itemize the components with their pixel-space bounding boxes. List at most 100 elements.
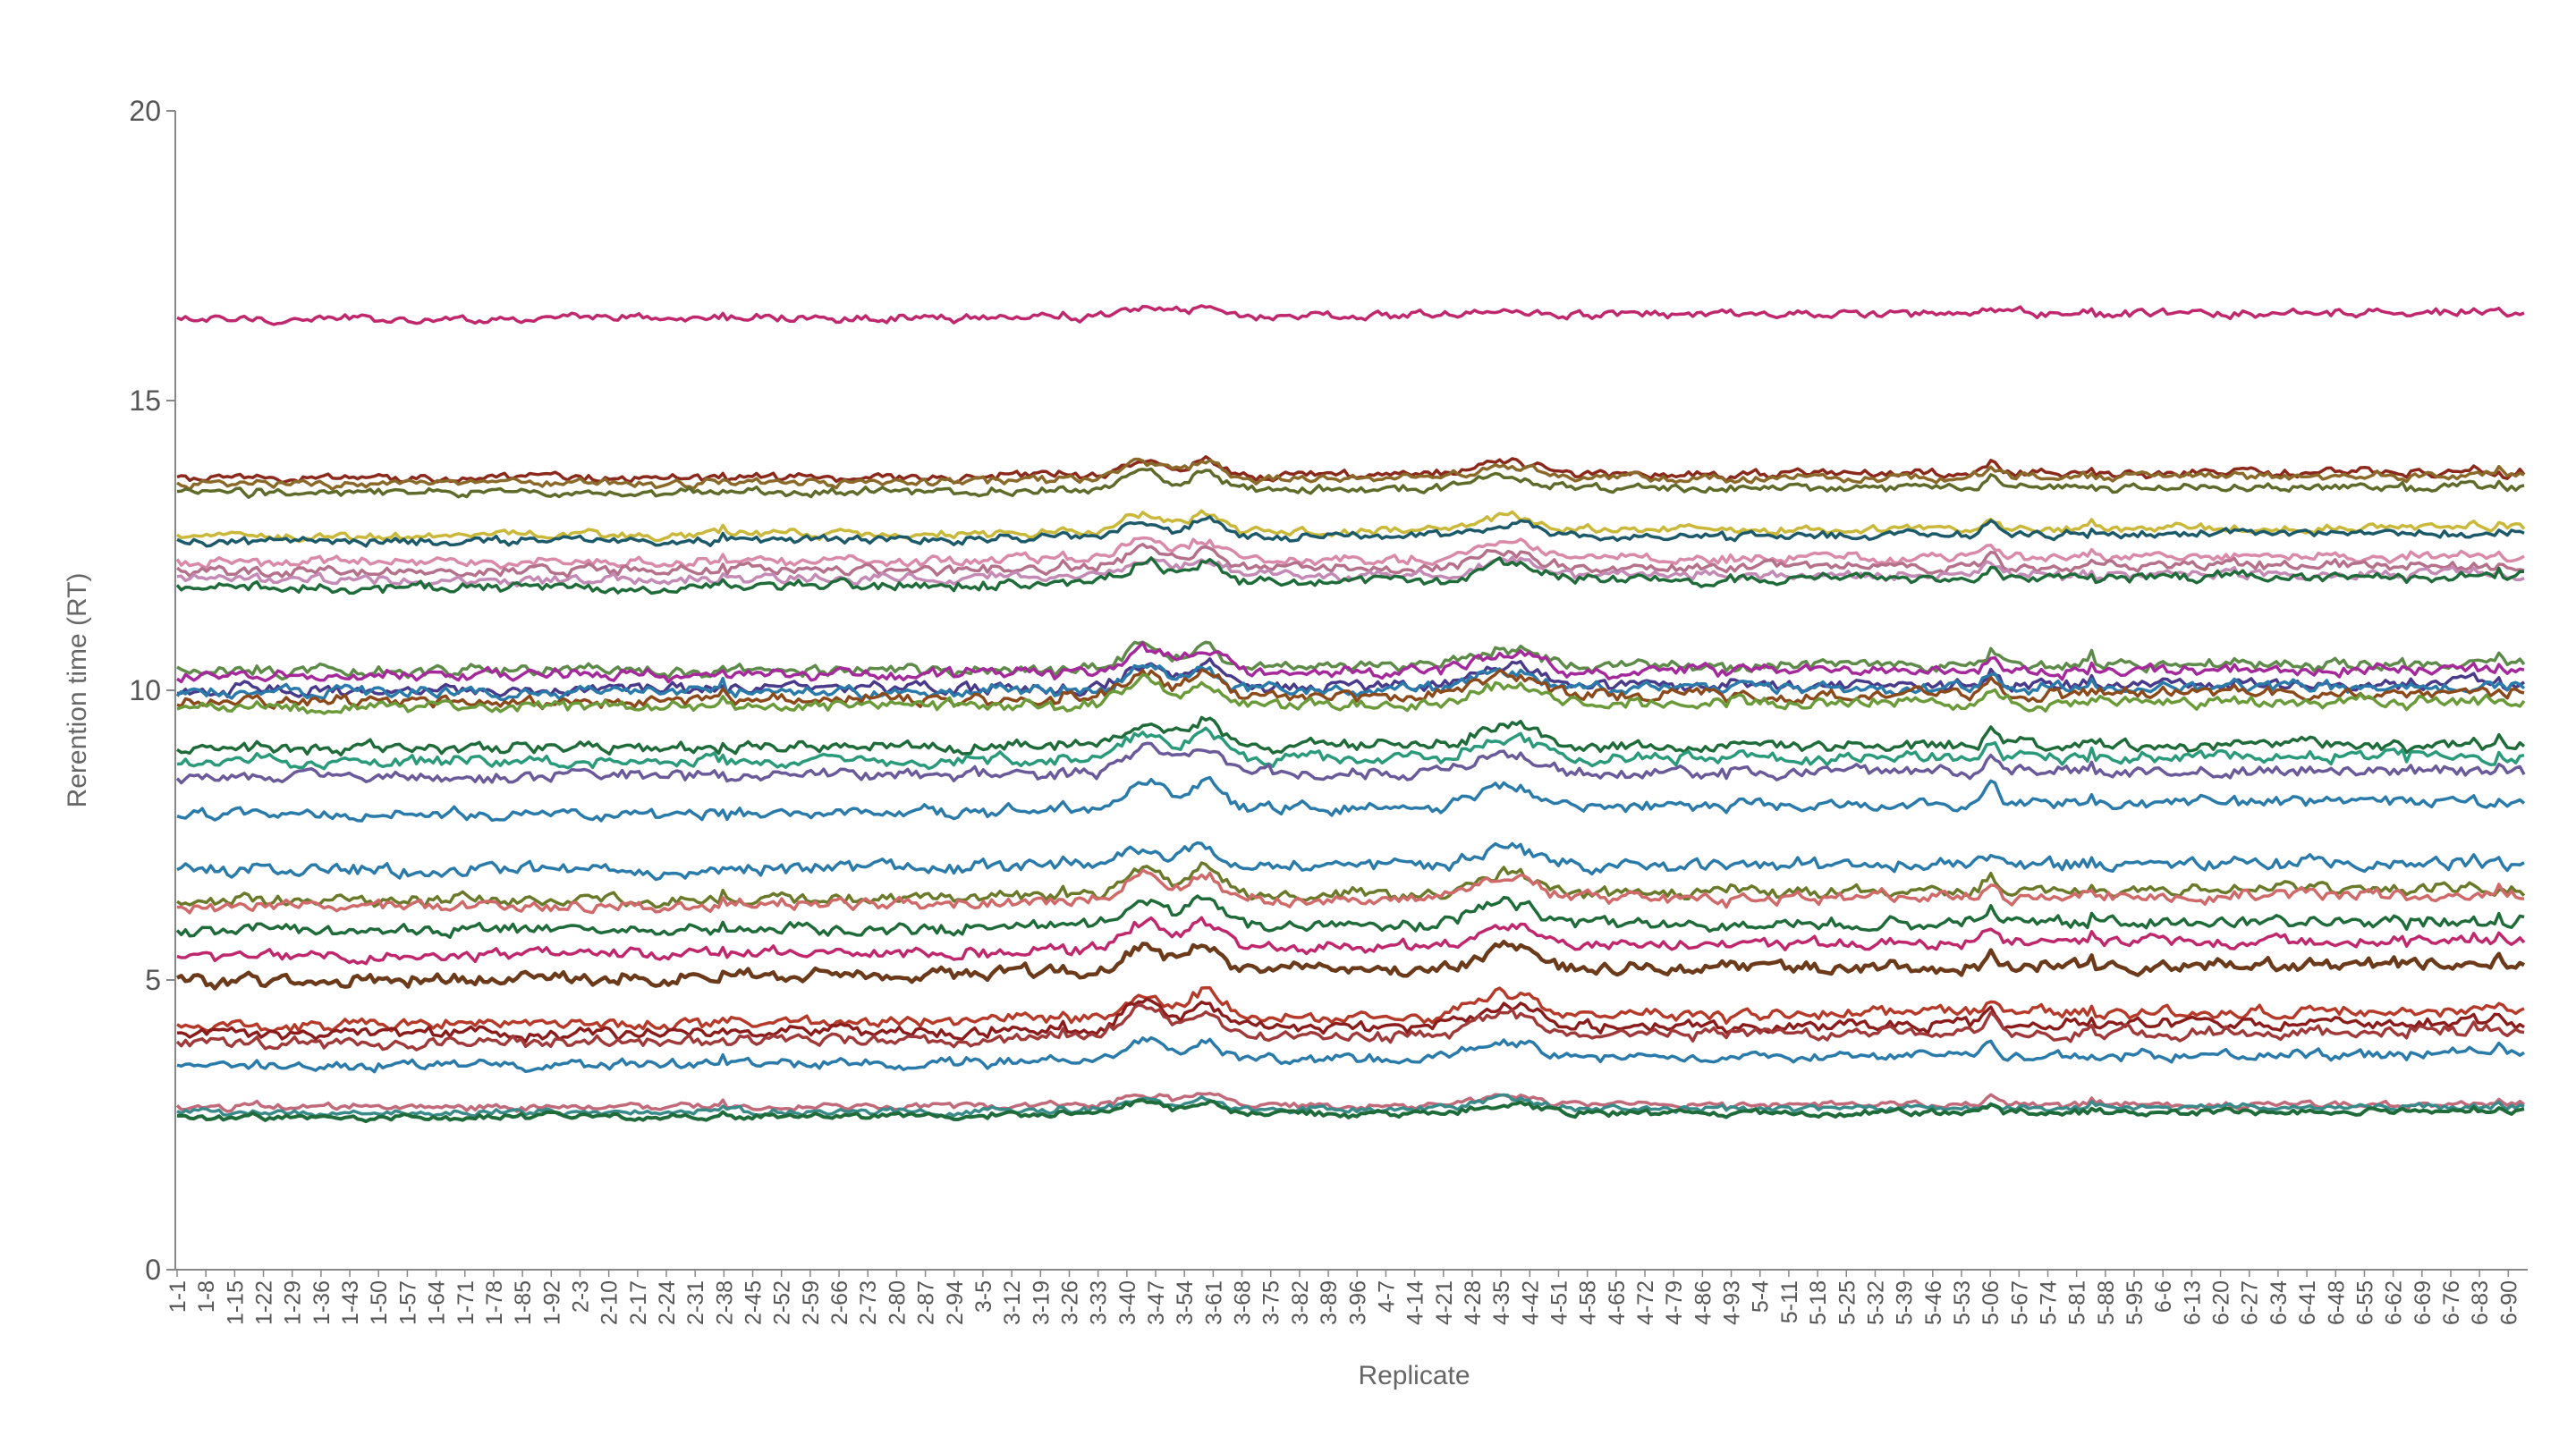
- x-tick-label: 3-89: [1317, 1280, 1342, 1325]
- x-axis-title: Replicate: [1358, 1361, 1470, 1390]
- x-tick-label: 5-95: [2123, 1280, 2148, 1325]
- x-tick-label: 3-82: [1288, 1280, 1313, 1325]
- x-tick-label: 2-66: [827, 1280, 852, 1325]
- x-tick-label: 4-72: [1633, 1280, 1658, 1325]
- x-tick-label: 4-93: [1720, 1280, 1745, 1325]
- x-tick-label: 3-47: [1144, 1280, 1169, 1325]
- x-tick-label: 2-94: [943, 1280, 968, 1325]
- series-line-13: [176, 657, 2526, 698]
- x-tick-label: 5-53: [1950, 1280, 1975, 1325]
- series-line-6: [176, 515, 2525, 548]
- x-tick-label: 1-22: [252, 1280, 277, 1325]
- series-line-26: [176, 939, 2526, 991]
- x-tick-label: 6-83: [2468, 1280, 2493, 1325]
- x-tick-label: 1-57: [395, 1280, 420, 1325]
- x-tick-label: 3-68: [1231, 1280, 1256, 1325]
- series-line-29: [175, 1003, 2525, 1052]
- x-tick-label: 6-6: [2151, 1280, 2176, 1313]
- series-line-3: [176, 457, 2525, 492]
- x-tick-label: 6-62: [2382, 1280, 2407, 1325]
- x-tick-label: 5-81: [2065, 1280, 2090, 1325]
- series-line-21: [176, 841, 2525, 882]
- x-tick-label: 4-14: [1403, 1280, 1428, 1325]
- series-line-24: [175, 894, 2525, 939]
- x-tick-label: 2-3: [568, 1280, 593, 1313]
- x-tick-label: 4-65: [1605, 1280, 1630, 1325]
- series-line-19: [175, 741, 2526, 785]
- x-tick-label: 5-06: [1979, 1280, 2004, 1325]
- x-tick-label: 3-96: [1345, 1280, 1370, 1325]
- x-tick-label: 2-80: [885, 1280, 910, 1325]
- y-tick-label: 15: [129, 384, 161, 417]
- series-line-7: [175, 536, 2525, 570]
- x-tick-label: 2-31: [683, 1280, 708, 1325]
- x-tick-label: 3-75: [1259, 1280, 1284, 1325]
- x-tick-label: 4-42: [1518, 1280, 1543, 1325]
- series-line-15: [176, 668, 2525, 711]
- x-tick-label: 4-28: [1461, 1280, 1486, 1325]
- series-layer: [175, 304, 2526, 1124]
- x-tick-label: 1-8: [194, 1280, 219, 1313]
- x-tick-label: 1-1: [165, 1280, 191, 1313]
- x-tick-label: 2-24: [655, 1280, 680, 1325]
- x-tick-label: 3-19: [1029, 1280, 1054, 1325]
- x-tick-label: 2-45: [741, 1280, 767, 1325]
- x-tick-label: 1-92: [539, 1280, 564, 1325]
- series-line-33: [176, 1098, 2525, 1124]
- x-tick-label: 4-21: [1432, 1280, 1457, 1325]
- series-line-25: [176, 916, 2526, 966]
- x-tick-label: 6-55: [2352, 1280, 2377, 1325]
- x-tick-label: 2-10: [597, 1280, 623, 1325]
- y-axis-title: Rerention time (RT): [63, 573, 92, 808]
- x-tick-label: 3-5: [971, 1280, 996, 1313]
- x-tick-label: 2-87: [914, 1280, 939, 1325]
- x-tick-label: 5-32: [1863, 1280, 1888, 1325]
- x-tick-label: 4-86: [1690, 1280, 1716, 1325]
- x-tick-label: 6-90: [2496, 1280, 2521, 1325]
- x-tick-label: 5-11: [1777, 1280, 1802, 1323]
- x-tick-label: 5-4: [1749, 1280, 1774, 1313]
- series-line-31: [175, 1092, 2526, 1113]
- series-line-27: [176, 985, 2525, 1033]
- series-line-22: [176, 861, 2526, 909]
- x-tick-label: 5-46: [1921, 1280, 1946, 1325]
- x-tick-label: 1-71: [453, 1280, 479, 1325]
- x-tick-label: 6-76: [2439, 1280, 2464, 1325]
- x-tick-label: 5-18: [1806, 1280, 1831, 1325]
- y-tick-label: 10: [129, 674, 161, 706]
- x-tick-label: 1-78: [482, 1280, 507, 1325]
- x-tick-label: 1-15: [223, 1280, 248, 1325]
- x-tick-label: 5-88: [2094, 1280, 2119, 1325]
- x-tick-label: 3-40: [1115, 1280, 1140, 1325]
- x-tick-label: 5-25: [1835, 1280, 1860, 1325]
- x-tick-label: 3-26: [1057, 1280, 1082, 1325]
- x-tick-label: 2-17: [626, 1280, 651, 1325]
- series-line-30: [176, 1035, 2525, 1074]
- x-ticks: 1-1 1-8 1-15 1-22 1-29 1-36 1-43 1-50 1-57 1-64 1-…: [165, 1270, 2521, 1325]
- x-tick-label: 6-69: [2411, 1280, 2436, 1325]
- x-tick-label: 1-64: [425, 1280, 450, 1325]
- x-tick-label: 1-50: [367, 1280, 392, 1325]
- series-line-20: [176, 775, 2526, 823]
- x-tick-label: 1-36: [309, 1280, 335, 1325]
- x-tick-label: 5-39: [1893, 1280, 1918, 1325]
- series-line-1: [176, 304, 2525, 326]
- series-line-8: [175, 542, 2525, 579]
- x-tick-label: 6-20: [2209, 1280, 2234, 1325]
- x-tick-label: 6-27: [2238, 1280, 2263, 1325]
- x-tick-label: 4-7: [1374, 1280, 1399, 1313]
- y-tick-label: 0: [145, 1254, 161, 1286]
- series-line-4: [176, 467, 2525, 499]
- x-tick-label: 3-12: [1000, 1280, 1025, 1325]
- x-tick-label: 6-48: [2324, 1280, 2349, 1325]
- x-tick-label: 2-38: [712, 1280, 737, 1325]
- series-line-12: [175, 641, 2525, 684]
- x-tick-label: 4-58: [1576, 1280, 1601, 1325]
- series-line-17: [175, 715, 2526, 757]
- x-tick-label: 1-85: [511, 1280, 536, 1325]
- x-tick-label: 5-67: [2007, 1280, 2032, 1325]
- x-tick-label: 3-61: [1201, 1280, 1226, 1325]
- series-line-18: [176, 726, 2525, 771]
